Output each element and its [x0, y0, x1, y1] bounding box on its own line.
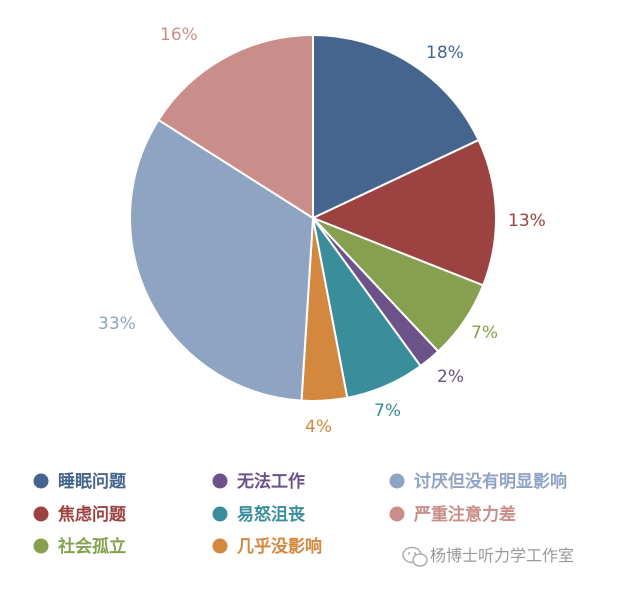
- slice-percent-label: 16%: [160, 25, 198, 45]
- legend-label: 几乎没影响: [237, 536, 322, 557]
- wechat-icon: [402, 546, 428, 567]
- legend-item: 睡眠问题: [33, 471, 127, 492]
- legend-item: 讨厌但没有明显影响: [389, 471, 567, 492]
- slice-percent-label: 7%: [471, 323, 498, 343]
- slice-percent-label: 4%: [305, 417, 332, 437]
- legend-item: 几乎没影响: [212, 536, 322, 557]
- legend-marker: [212, 538, 228, 554]
- slice-percent-label: 18%: [426, 43, 464, 63]
- pie-slice: [312, 33, 480, 220]
- watermark: 杨博士听力学工作室: [402, 546, 574, 567]
- pie-slices: [129, 33, 497, 402]
- legend-item: 无法工作: [212, 471, 305, 492]
- slice-percent-label: 7%: [374, 401, 401, 421]
- legend-item: 社会孤立: [33, 536, 126, 557]
- legend-item: 易怒沮丧: [212, 504, 306, 525]
- legend-marker: [212, 473, 228, 489]
- legend-label: 易怒沮丧: [237, 504, 306, 525]
- legend-marker: [33, 538, 49, 554]
- pie-slice: [157, 33, 314, 220]
- legend-label: 焦虑问题: [57, 504, 127, 525]
- legend-label: 严重注意力差: [414, 504, 516, 525]
- legend-item: 焦虑问题: [33, 504, 127, 525]
- legend-label: 社会孤立: [57, 536, 126, 557]
- legend-marker: [33, 506, 49, 522]
- legend-marker: [212, 506, 228, 522]
- legend-marker: [389, 473, 405, 489]
- watermark-text: 杨博士听力学工作室: [430, 546, 574, 565]
- slice-percent-label: 13%: [508, 211, 546, 231]
- legend-marker: [389, 506, 405, 522]
- legend-item: 严重注意力差: [389, 504, 516, 525]
- pie-slice: [310, 138, 497, 287]
- legend-label: 讨厌但没有明显影响: [414, 471, 567, 492]
- legend-marker: [33, 473, 49, 489]
- legend-label: 睡眠问题: [58, 471, 127, 492]
- slice-labels: 18% 13% 7% 2% 7% 4% 33% 16%: [98, 25, 546, 437]
- slice-percent-label: 2%: [437, 367, 464, 387]
- legend-label: 无法工作: [236, 471, 305, 492]
- slice-percent-label: 33%: [98, 314, 136, 334]
